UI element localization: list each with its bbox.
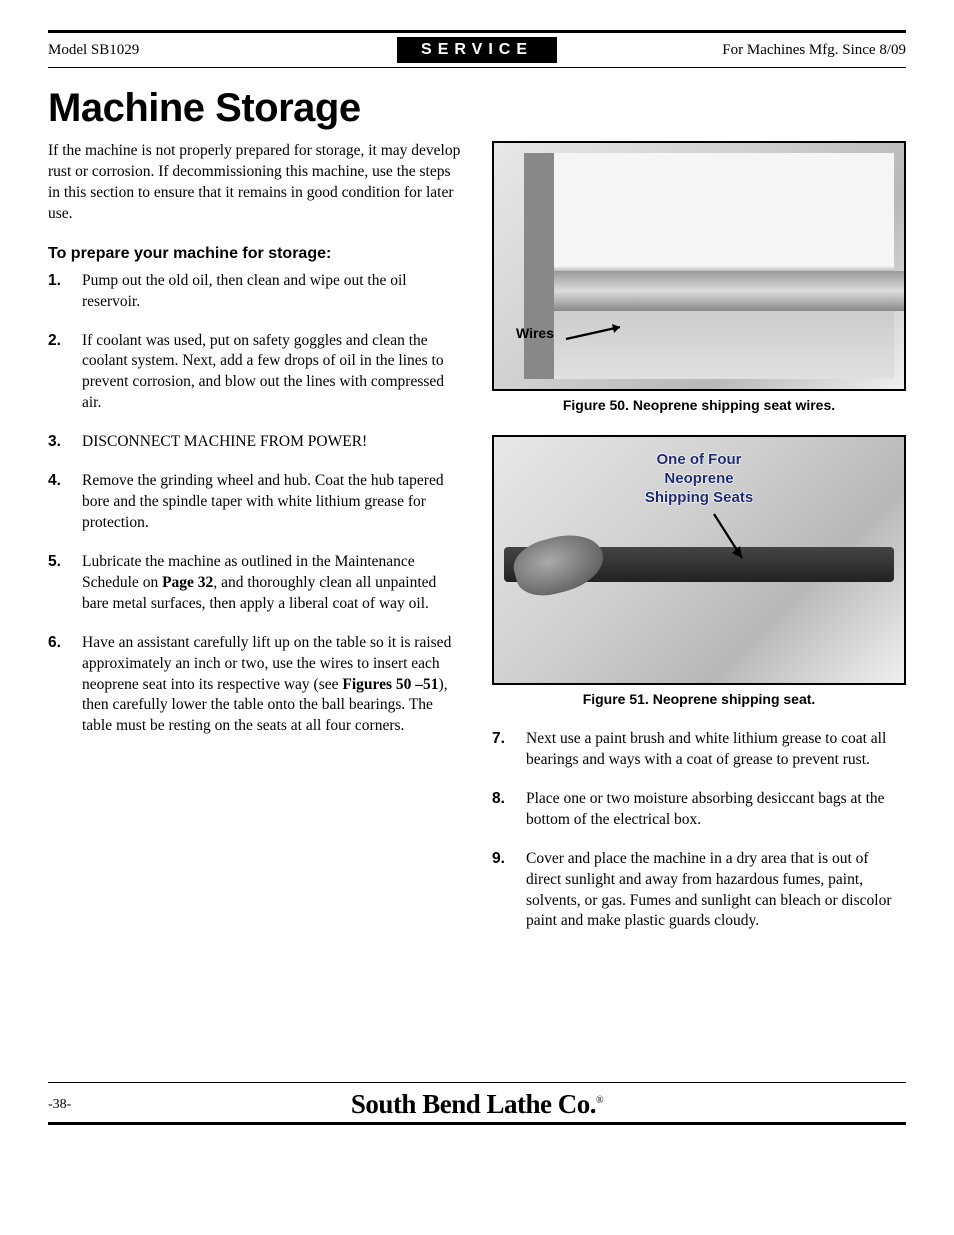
step-item: 2. If coolant was used, put on safety go… xyxy=(48,331,462,415)
step-number: 3. xyxy=(48,432,82,453)
step-number: 4. xyxy=(48,471,82,534)
step-item: 8. Place one or two moisture absorbing d… xyxy=(492,789,906,831)
step-number: 8. xyxy=(492,789,526,831)
figure-51: One of Four Neoprene Shipping Seats xyxy=(492,435,906,685)
page-header: Model SB1029 SERVICE For Machines Mfg. S… xyxy=(48,30,906,68)
step-text: Next use a paint brush and white lithium… xyxy=(526,729,906,771)
figure-50-body xyxy=(524,153,894,379)
figure-51-callout-label: One of Four Neoprene Shipping Seats xyxy=(494,451,904,507)
steps-list-right: 7. Next use a paint brush and white lith… xyxy=(492,729,906,932)
figure-50-edge xyxy=(554,271,904,311)
header-mfg-date: For Machines Mfg. Since 8/09 xyxy=(557,42,906,59)
step-text: Place one or two moisture absorbing desi… xyxy=(526,789,906,831)
step-number: 2. xyxy=(48,331,82,415)
steps-list-left: 1. Pump out the old oil, then clean and … xyxy=(48,271,462,738)
step-text: DISCONNECT MACHINE FROM POWER! xyxy=(82,432,462,453)
step-item: 9. Cover and place the machine in a dry … xyxy=(492,849,906,933)
page-number: -38- xyxy=(48,1097,71,1113)
figure-ref: Figures 50 –51 xyxy=(342,676,438,693)
right-column: Wires Figure 50. Neoprene shipping seat … xyxy=(492,141,906,950)
step-number: 5. xyxy=(48,552,82,615)
step-text: Have an assistant carefully lift up on t… xyxy=(82,633,462,738)
arrow-icon xyxy=(704,512,754,572)
step-number: 9. xyxy=(492,849,526,933)
header-model: Model SB1029 xyxy=(48,42,397,59)
figure-50-caption: Figure 50. Neoprene shipping seat wires. xyxy=(492,397,906,413)
step-item: 4. Remove the grinding wheel and hub. Co… xyxy=(48,471,462,534)
intro-paragraph: If the machine is not properly prepared … xyxy=(48,141,462,225)
header-section-badge: SERVICE xyxy=(397,37,557,63)
brand-name: South Bend Lathe Co.® xyxy=(351,1089,603,1120)
step-number: 7. xyxy=(492,729,526,771)
page-title: Machine Storage xyxy=(48,86,906,131)
procedure-heading: To prepare your machine for storage: xyxy=(48,245,462,263)
step-item: 7. Next use a paint brush and white lith… xyxy=(492,729,906,771)
content-columns: If the machine is not properly prepared … xyxy=(48,141,906,950)
page-footer: -38- South Bend Lathe Co.® xyxy=(48,1082,906,1125)
page-ref: Page 32 xyxy=(162,574,213,591)
left-column: If the machine is not properly prepared … xyxy=(48,141,462,950)
step-text: Lubricate the machine as outlined in the… xyxy=(82,552,462,615)
step-text: If coolant was used, put on safety goggl… xyxy=(82,331,462,415)
figure-51-hand xyxy=(508,526,609,602)
step-item: 3. DISCONNECT MACHINE FROM POWER! xyxy=(48,432,462,453)
figure-50: Wires xyxy=(492,141,906,391)
step-number: 6. xyxy=(48,633,82,738)
step-item: 6. Have an assistant carefully lift up o… xyxy=(48,633,462,738)
figure-51-caption: Figure 51. Neoprene shipping seat. xyxy=(492,691,906,707)
registered-mark: ® xyxy=(596,1095,603,1106)
step-text: Pump out the old oil, then clean and wip… xyxy=(82,271,462,313)
step-item: 1. Pump out the old oil, then clean and … xyxy=(48,271,462,313)
step-text: Cover and place the machine in a dry are… xyxy=(526,849,906,933)
arrow-icon xyxy=(564,321,634,345)
step-text: Remove the grinding wheel and hub. Coat … xyxy=(82,471,462,534)
figure-50-callout-label: Wires xyxy=(516,325,554,341)
step-item: 5. Lubricate the machine as outlined in … xyxy=(48,552,462,615)
step-number: 1. xyxy=(48,271,82,313)
